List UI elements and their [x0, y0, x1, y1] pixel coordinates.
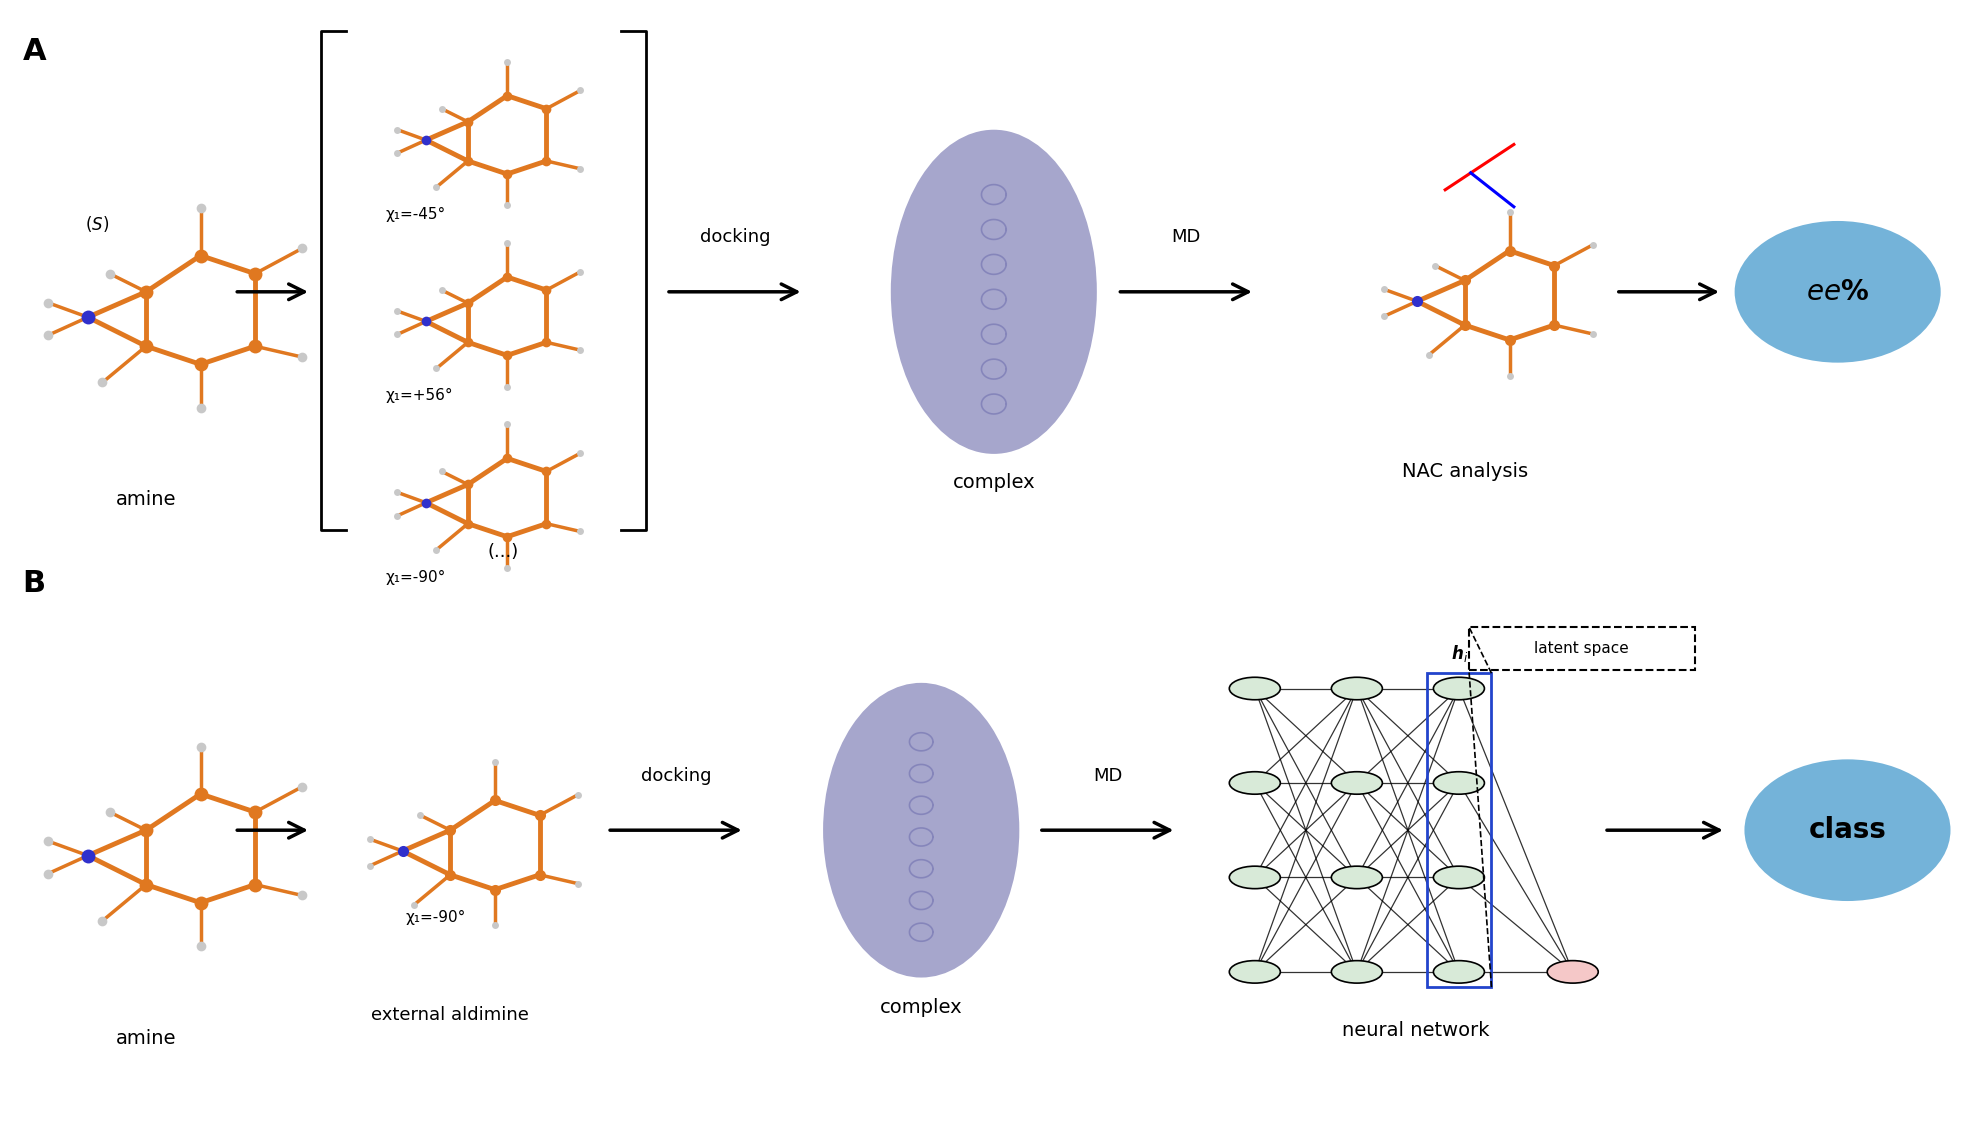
Text: complex: complex [880, 998, 962, 1017]
Ellipse shape [1433, 960, 1484, 983]
Text: χ₁=-45°: χ₁=-45° [386, 207, 445, 222]
Text: χ₁=-90°: χ₁=-90° [386, 570, 447, 584]
Text: docking: docking [642, 767, 710, 785]
Ellipse shape [1332, 772, 1382, 794]
Ellipse shape [1332, 960, 1382, 983]
Text: MD: MD [1092, 767, 1122, 785]
Text: $\it{ee}$%: $\it{ee}$% [1807, 278, 1870, 305]
Text: $(S)$: $(S)$ [85, 214, 110, 233]
Text: B: B [22, 570, 45, 598]
Bar [1427, 673, 1492, 988]
Text: class: class [1809, 817, 1887, 844]
Ellipse shape [1433, 866, 1484, 888]
Ellipse shape [1734, 221, 1940, 362]
Ellipse shape [1230, 772, 1281, 794]
Ellipse shape [1332, 866, 1382, 888]
Text: χ₁=-90°: χ₁=-90° [405, 910, 466, 925]
Ellipse shape [1230, 866, 1281, 888]
Text: NAC analysis: NAC analysis [1401, 461, 1527, 481]
Text: docking: docking [699, 229, 769, 246]
Ellipse shape [1332, 678, 1382, 699]
Ellipse shape [1744, 760, 1950, 901]
Ellipse shape [823, 683, 1019, 977]
Text: neural network: neural network [1342, 1021, 1490, 1040]
Text: χ₁=+56°: χ₁=+56° [386, 388, 453, 403]
Text: (...): (...) [488, 543, 520, 562]
Text: A: A [22, 36, 45, 66]
Text: MD: MD [1171, 229, 1200, 246]
Text: external aldimine: external aldimine [372, 1006, 529, 1024]
Text: latent space: latent space [1535, 641, 1630, 656]
Text: complex: complex [953, 473, 1035, 492]
Ellipse shape [1433, 772, 1484, 794]
Ellipse shape [1433, 678, 1484, 699]
Text: amine: amine [116, 490, 177, 509]
Ellipse shape [1230, 960, 1281, 983]
Text: $\boldsymbol{h}_i$: $\boldsymbol{h}_i$ [1450, 644, 1468, 664]
Ellipse shape [1230, 678, 1281, 699]
Ellipse shape [892, 130, 1096, 453]
Bar [1468, 626, 1694, 670]
Ellipse shape [1547, 960, 1598, 983]
Text: amine: amine [116, 1029, 177, 1048]
